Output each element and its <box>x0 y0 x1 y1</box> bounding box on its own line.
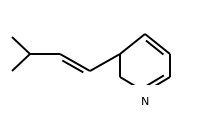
Text: N: N <box>140 96 149 106</box>
